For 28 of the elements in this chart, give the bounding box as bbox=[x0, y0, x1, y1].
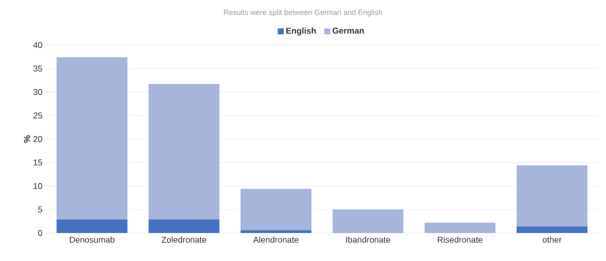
bar bbox=[516, 226, 588, 233]
legend-label: German bbox=[332, 28, 364, 34]
x-tick-label: Zoledronate bbox=[162, 236, 206, 243]
y-tick-label: 0 bbox=[38, 230, 42, 236]
y-tick-label: 20 bbox=[33, 136, 42, 142]
y-axis-title: % bbox=[24, 135, 30, 143]
x-tick-label: other bbox=[542, 236, 562, 243]
bar bbox=[240, 188, 312, 230]
legend-label: English bbox=[286, 28, 316, 36]
x-tick-label: Ibandronate bbox=[346, 236, 390, 243]
y-tick-label: 10 bbox=[34, 183, 42, 189]
bar bbox=[240, 230, 312, 233]
bar bbox=[332, 210, 404, 233]
y-tick-label: 40 bbox=[33, 42, 42, 48]
y-tick-label: 30 bbox=[33, 89, 42, 95]
x-tick-label: Denosumab bbox=[70, 236, 114, 243]
bar bbox=[148, 84, 220, 220]
y-tick-label: 5 bbox=[38, 206, 42, 212]
y-tick-label: 35 bbox=[33, 66, 42, 72]
bar bbox=[424, 222, 496, 233]
y-tick-label: 25 bbox=[33, 112, 42, 118]
y-tick-label: 15 bbox=[34, 160, 42, 166]
x-tick-label: Risedronate bbox=[438, 236, 482, 243]
x-tick-label: Alendronate bbox=[253, 236, 298, 243]
bar bbox=[56, 57, 128, 220]
bar bbox=[56, 219, 128, 233]
bar bbox=[148, 219, 220, 233]
bar bbox=[516, 165, 588, 226]
